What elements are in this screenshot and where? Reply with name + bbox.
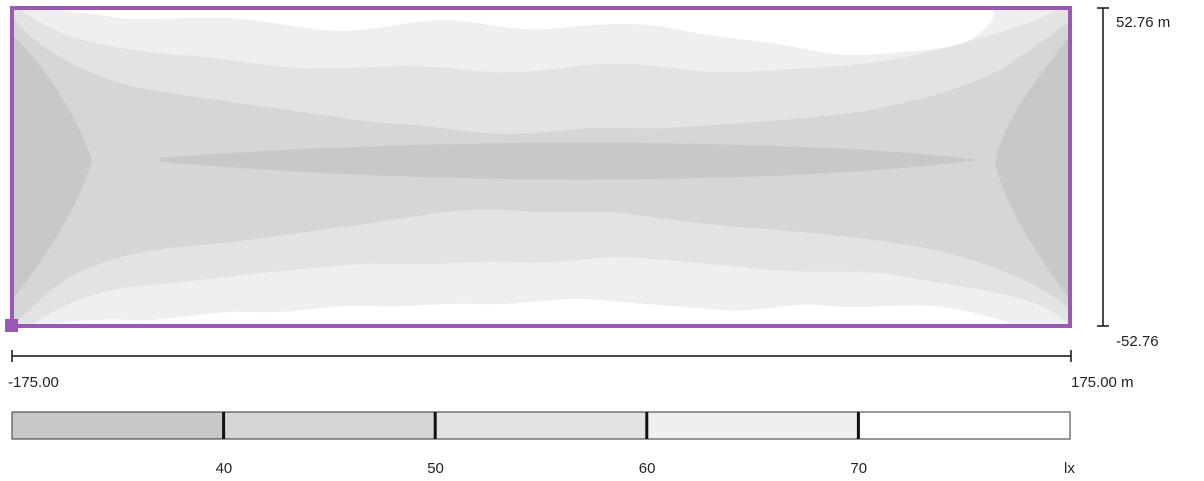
legend-box-4: [646, 411, 859, 440]
field-boundary: [10, 6, 1072, 328]
legend-tick-label: 40: [215, 460, 233, 477]
legend-tick-label: 60: [638, 460, 656, 477]
legend-color-scale: [11, 411, 1071, 440]
legend-box-1: [11, 411, 225, 440]
legend-box-5: [857, 411, 1071, 440]
y-min-label: -52.76: [1116, 333, 1159, 350]
x-min-label: -175.00: [8, 374, 59, 391]
legend-tick-label: 70: [850, 460, 868, 477]
y-dimension-line: [1097, 7, 1109, 327]
x-max-label: 175.00 m: [1071, 374, 1134, 391]
x-dimension-line: [11, 350, 1072, 362]
y-max-label: 52.76 m: [1116, 14, 1171, 31]
contour-level-below-40: [12, 35, 1070, 300]
contour-field: [12, 8, 1070, 326]
origin-marker: [5, 319, 18, 332]
legend-box-3: [434, 411, 648, 440]
unit-label: lx: [1064, 460, 1075, 477]
legend-box-2: [223, 411, 436, 440]
legend-tick-label: 50: [427, 460, 444, 477]
